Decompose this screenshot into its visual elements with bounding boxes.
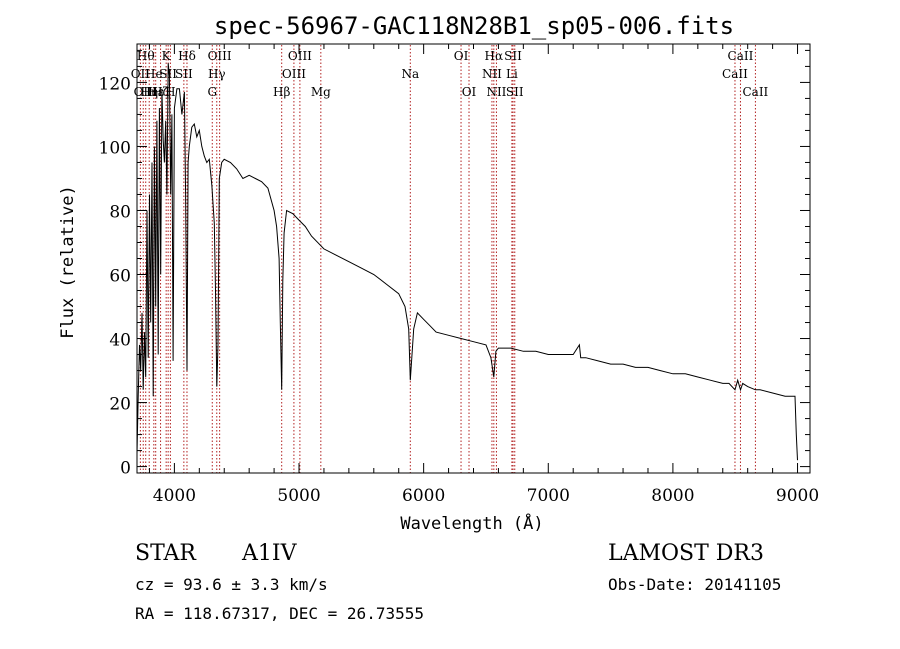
x-tick-label: 9000: [776, 486, 819, 506]
marker-label-5: Hε: [147, 85, 164, 99]
marker-label-24: NII: [486, 85, 506, 99]
y-axis-label: Flux (relative): [58, 185, 78, 339]
y-tick-label: 60: [109, 267, 131, 287]
marker-label-11: SII: [175, 67, 193, 81]
marker-label-13: Hγ: [208, 67, 226, 81]
x-axis-label: Wavelength (Å): [400, 512, 543, 534]
marker-label-22: NII: [482, 67, 502, 81]
marker-label-1: OII: [134, 85, 154, 99]
y-tick-label: 20: [109, 395, 131, 415]
marker-label-23: Hα: [485, 49, 504, 63]
spectral-subclass: A1IV: [241, 541, 298, 566]
marker-label-19: Na: [401, 67, 419, 81]
marker-label-12: G: [207, 85, 217, 99]
marker-label-28: CaII: [722, 67, 748, 81]
line-marker-group: [139, 45, 756, 473]
x-tick-label: 4000: [153, 486, 196, 506]
y-tick-label: 80: [109, 202, 131, 222]
marker-label-26: SII: [504, 49, 522, 63]
marker-label-0: OII: [131, 67, 151, 81]
survey-name: LAMOST DR3: [608, 541, 764, 566]
x-tick-label: 6000: [402, 486, 445, 506]
marker-label-3: Hη: [140, 85, 158, 99]
redshift-text: cz = 93.6 ± 3.3 km/s: [135, 575, 328, 594]
y-tick-label: 0: [120, 459, 131, 479]
marker-label-30: CaII: [742, 85, 768, 99]
x-tick-label: 8000: [651, 486, 694, 506]
marker-label-27: SII: [506, 85, 524, 99]
marker-label-21: OI: [462, 85, 477, 99]
marker-label-4: He: [145, 67, 163, 81]
chart-title: spec-56967-GAC118N28B1_sp05-006.fits: [214, 12, 734, 40]
y-tick-label: 100: [99, 138, 131, 158]
line-label-group: OIIOIIHθHηHeHεHζKSIIHHδSIIGHγOIIIHβOIIIO…: [131, 49, 769, 99]
marker-label-18: Mg: [311, 85, 331, 99]
marker-label-25: Li: [506, 67, 518, 81]
marker-label-16: OIII: [282, 67, 306, 81]
y-axis-ticks: 0 20 40 60 80 100 120: [99, 49, 810, 479]
x-tick-label: 5000: [277, 486, 320, 506]
spectrum-line: [136, 63, 798, 461]
y-tick-label: 40: [109, 331, 131, 351]
marker-label-29: CaII: [728, 49, 754, 63]
object-class: STAR: [135, 541, 197, 566]
marker-label-20: OI: [454, 49, 469, 63]
marker-label-15: Hβ: [273, 85, 290, 99]
marker-label-2: Hθ: [137, 49, 155, 63]
marker-label-10: Hδ: [178, 49, 196, 63]
marker-label-9: H: [165, 85, 175, 99]
x-axis-ticks: 4000 5000 6000 7000 8000 9000: [148, 44, 819, 506]
y-tick-label: 120: [99, 74, 131, 94]
x-tick-label: 7000: [527, 486, 570, 506]
marker-label-17: OIII: [288, 49, 312, 63]
coordinates-text: RA = 118.67317, DEC = 26.73555: [135, 604, 424, 623]
obs-date-text: Obs-Date: 20141105: [608, 575, 781, 594]
marker-label-7: K: [162, 49, 172, 63]
marker-label-6: Hζ: [152, 85, 169, 99]
plot-frame: [136, 43, 811, 474]
marker-label-14: OIII: [208, 49, 232, 63]
